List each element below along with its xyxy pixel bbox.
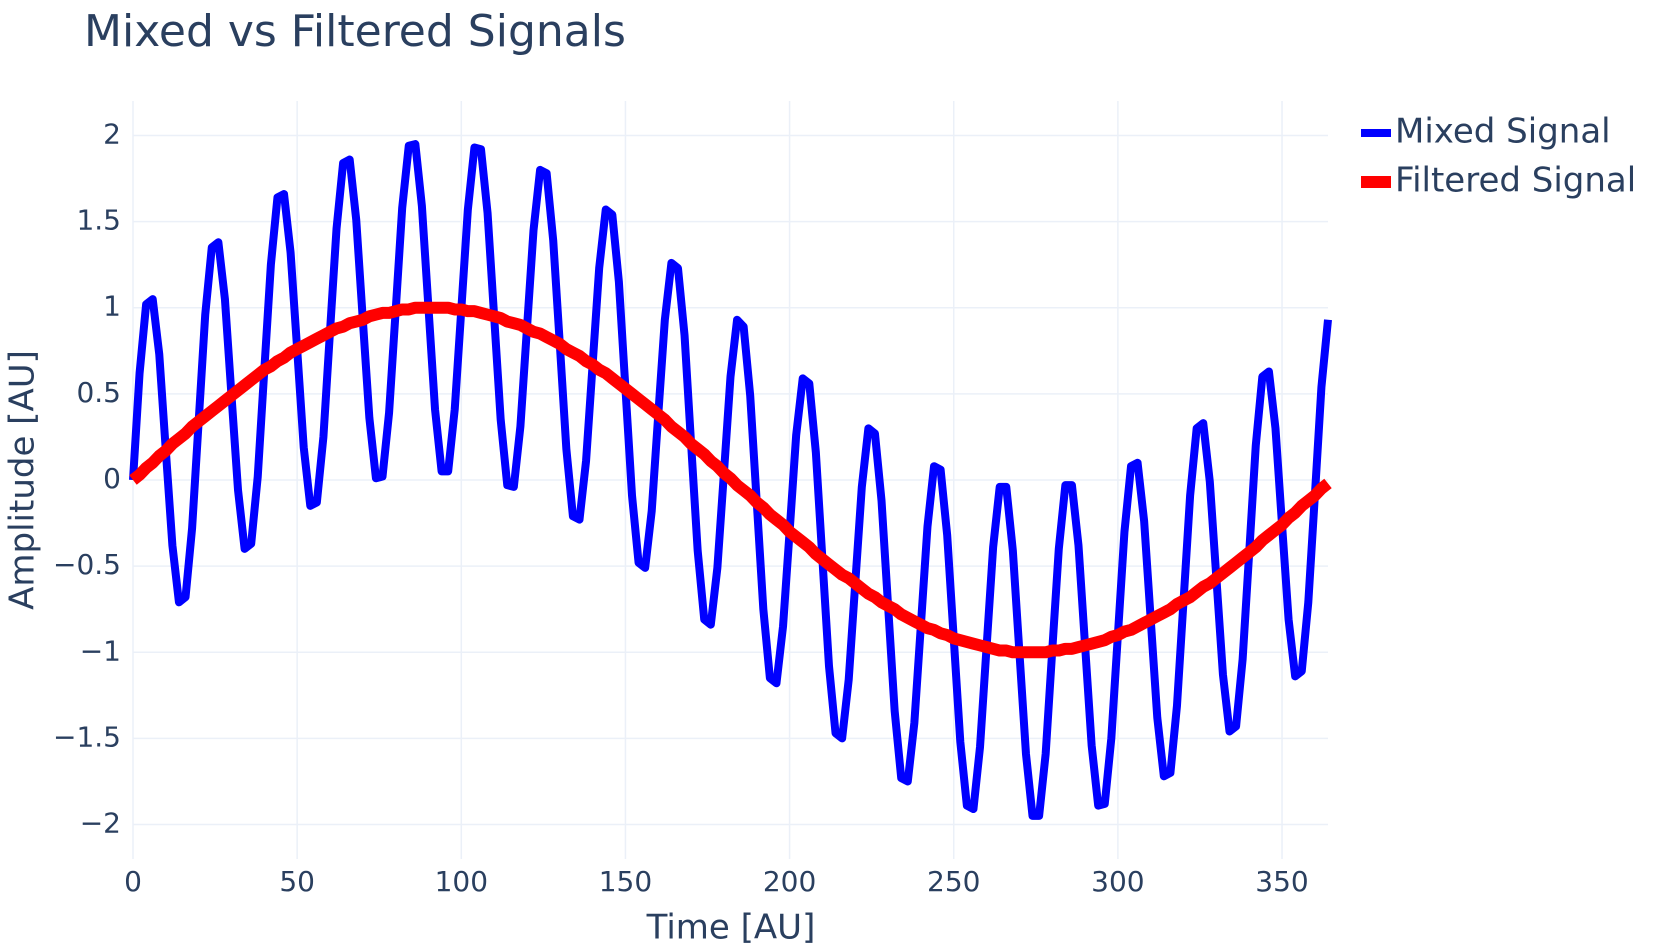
y-tick-label: −0.5 xyxy=(53,548,121,581)
legend-label: Filtered Signal xyxy=(1395,161,1636,201)
y-tick-label: −2 xyxy=(80,807,121,840)
y-tick-label: 0 xyxy=(103,462,121,495)
legend-label: Mixed Signal xyxy=(1395,112,1611,152)
x-tick-label: 200 xyxy=(763,865,816,898)
x-tick-label: 300 xyxy=(1091,865,1144,898)
chart-title: Mixed vs Filtered Signals xyxy=(84,6,626,57)
y-tick-label: 1.5 xyxy=(76,204,121,237)
line-series xyxy=(129,301,1332,659)
y-tick-label: −1 xyxy=(80,634,121,667)
y-tick-label: 1 xyxy=(103,290,121,323)
line-series xyxy=(129,140,1332,820)
y-tick-label: 0.5 xyxy=(76,376,121,409)
x-tick-label: 50 xyxy=(279,865,315,898)
x-tick-label: 100 xyxy=(435,865,488,898)
x-axis-title: Time [AU] xyxy=(646,908,816,948)
x-tick-label: 250 xyxy=(927,865,980,898)
y-tick-label: 2 xyxy=(103,117,121,150)
y-axis-title: Amplitude [AU] xyxy=(3,350,43,610)
x-tick-label: 0 xyxy=(124,865,142,898)
x-tick-label: 150 xyxy=(599,865,652,898)
y-tick-label: −1.5 xyxy=(53,720,121,753)
x-tick-label: 350 xyxy=(1255,865,1308,898)
